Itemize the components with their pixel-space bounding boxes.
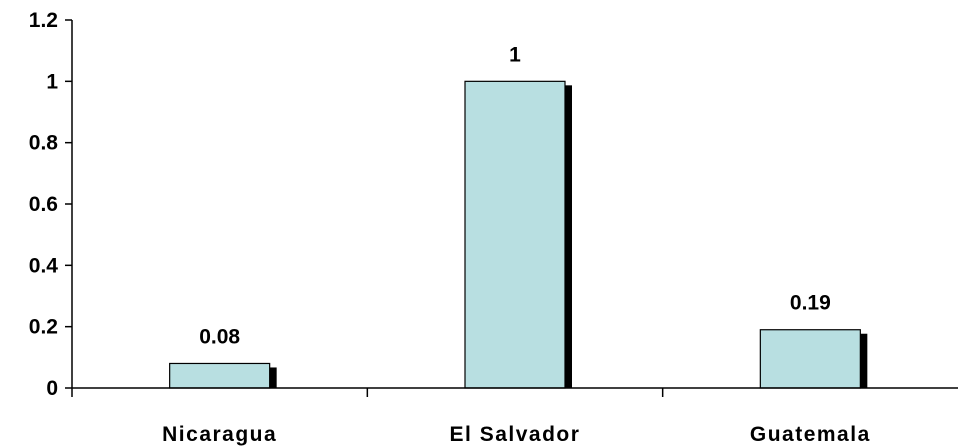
y-tick-label: 0.2: [29, 316, 58, 339]
y-tick-label: 0.8: [29, 132, 59, 155]
bar-nicaragua: [169, 362, 271, 389]
y-axis-ticks: 0 0.2 0.4 0.6 0.8 1 1.2: [29, 9, 72, 400]
bar-guatemala: [759, 329, 861, 389]
x-tick-label: Guatemala: [750, 423, 871, 446]
data-label: 0.08: [199, 325, 240, 348]
y-tick-label: 1: [46, 70, 58, 93]
data-label: 1: [509, 43, 521, 66]
y-tick-label: 0.6: [29, 193, 58, 216]
y-tick-label: 0: [46, 377, 58, 400]
x-tick-label: El Salvador: [450, 423, 581, 446]
data-labels: 0.08 1 0.19: [199, 43, 831, 348]
y-tick-label: 0.4: [29, 254, 59, 277]
bar-shadow: [565, 85, 572, 388]
bars: [169, 80, 868, 389]
data-label: 0.19: [790, 292, 831, 315]
x-tick-label: Nicaragua: [162, 423, 277, 446]
bar-shadow: [269, 367, 277, 388]
y-tick-label: 1.2: [29, 9, 58, 32]
bar-el-salvador: [464, 80, 566, 389]
x-axis-ticks: Nicaragua El Salvador Guatemala: [71, 388, 871, 446]
bar-shadow: [860, 333, 868, 388]
